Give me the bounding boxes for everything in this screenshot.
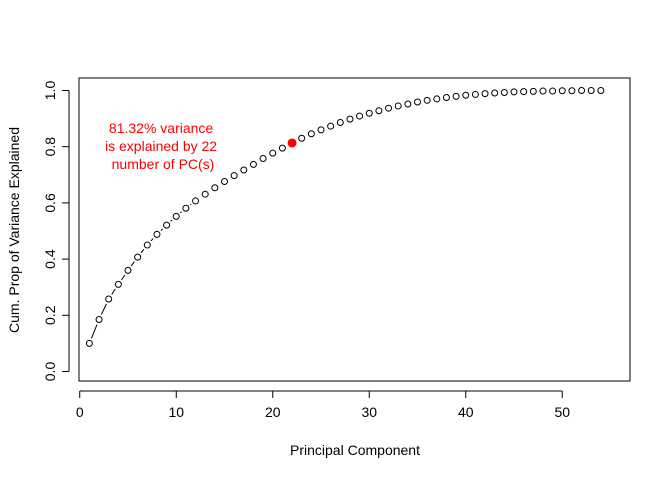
data-point	[423, 96, 431, 104]
data-point	[394, 102, 402, 110]
data-point	[114, 280, 122, 288]
data-point	[278, 144, 286, 152]
data-point	[491, 89, 499, 97]
data-point	[269, 149, 277, 157]
data-point	[201, 190, 209, 198]
data-point	[471, 90, 479, 98]
data-point	[307, 130, 315, 138]
data-point	[211, 184, 219, 192]
x-tick-label: 0	[76, 404, 84, 420]
data-point	[259, 155, 267, 163]
connector-segment	[160, 228, 163, 231]
y-tick-label: 0.0	[42, 362, 58, 382]
data-point	[153, 230, 161, 238]
data-point	[404, 100, 412, 108]
y-tick-label: 0.4	[42, 249, 58, 269]
data-point	[375, 107, 383, 115]
data-point	[317, 126, 325, 134]
data-point	[95, 316, 103, 324]
x-tick-label: 20	[265, 404, 281, 420]
data-point	[163, 221, 171, 229]
connector-segment	[90, 324, 98, 339]
x-tick-label: 10	[168, 404, 184, 420]
data-point	[433, 95, 441, 103]
x-axis-title: Principal Component	[290, 442, 420, 458]
data-points	[85, 87, 605, 347]
data-point	[558, 87, 566, 95]
y-tick-label: 1.0	[42, 81, 58, 101]
connector-segment	[180, 211, 183, 214]
y-tick-label: 0.8	[42, 137, 58, 157]
data-point	[442, 94, 450, 102]
data-point	[529, 87, 537, 95]
annotation-line-3: number of PC(s)	[112, 156, 215, 172]
data-point	[500, 88, 508, 96]
data-point	[481, 90, 489, 98]
highlight-point	[287, 138, 297, 148]
data-point	[452, 92, 460, 100]
data-point	[549, 87, 557, 95]
data-point	[192, 197, 200, 205]
data-point	[105, 295, 113, 303]
data-point	[85, 339, 93, 347]
connector-segment	[170, 219, 173, 222]
data-point	[365, 109, 373, 117]
data-point	[462, 91, 470, 99]
x-tick-label: 30	[361, 404, 377, 420]
data-point	[230, 172, 238, 180]
x-tick-label: 40	[458, 404, 474, 420]
annotation-text: 81.32% variance is explained by 22 numbe…	[105, 120, 221, 172]
data-point	[134, 253, 142, 261]
connector-segment	[189, 203, 192, 206]
data-point	[336, 119, 344, 127]
data-point	[520, 88, 528, 96]
data-point	[124, 266, 132, 274]
data-point	[568, 87, 576, 95]
connector-segment	[111, 288, 116, 295]
data-point	[143, 241, 151, 249]
connector-segment	[130, 261, 135, 267]
data-point	[172, 212, 180, 220]
data-point	[414, 98, 421, 106]
y-axis: 0.0 0.2 0.4 0.6 0.8 1.0	[42, 81, 70, 382]
data-point	[385, 104, 393, 112]
data-point	[578, 87, 586, 94]
data-point	[539, 87, 547, 95]
annotation-line-1: 81.32% variance	[109, 120, 214, 136]
data-point	[356, 112, 364, 120]
annotation-line-2: is explained by 22	[105, 138, 217, 154]
data-point	[221, 178, 228, 186]
connector-segment	[121, 274, 126, 281]
data-point	[249, 160, 257, 168]
y-tick-label: 0.6	[42, 193, 58, 213]
highlight-layer	[287, 138, 297, 148]
data-point	[327, 122, 335, 130]
data-point	[346, 115, 354, 123]
y-axis-title: Cum. Prop of Variance Explained	[6, 127, 22, 333]
data-point	[240, 166, 248, 174]
data-point	[587, 87, 595, 94]
connector-segment	[100, 303, 107, 315]
data-point	[182, 204, 190, 212]
data-point	[510, 88, 518, 96]
connector-segment	[140, 249, 145, 254]
y-tick-label: 0.2	[42, 305, 58, 325]
plot-frame	[78, 77, 631, 382]
connector-segment	[150, 238, 154, 242]
x-axis: 0 10 20 30 40 50	[76, 390, 570, 420]
data-point	[298, 134, 306, 142]
x-tick-label: 50	[554, 404, 570, 420]
data-point	[597, 87, 605, 94]
